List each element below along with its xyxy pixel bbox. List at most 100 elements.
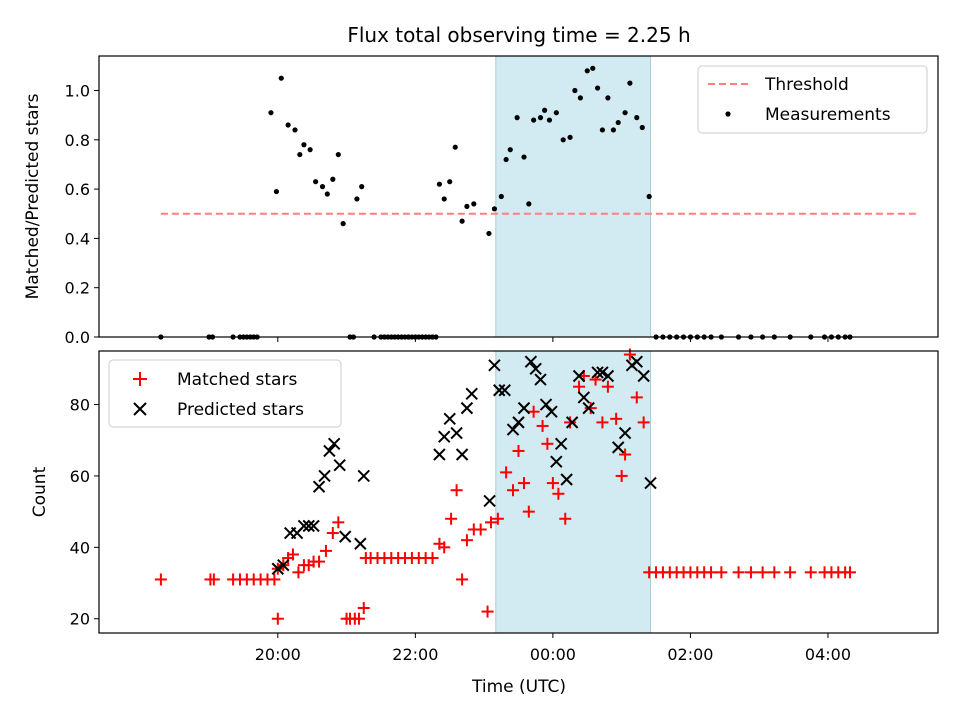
matched-star-point	[271, 612, 284, 625]
predicted-star-stroke-b	[539, 398, 553, 411]
predicted-star-point	[433, 448, 446, 461]
predicted-star-point	[596, 366, 609, 379]
predicted-star-point	[488, 359, 501, 372]
y-ticks-top: 0.0 0.2 0.4 0.6 0.8 1.0	[65, 82, 99, 347]
matched-star-point	[559, 512, 572, 525]
measurement-point	[486, 230, 492, 237]
predicted-star-stroke-b	[338, 530, 352, 543]
predicted-star-point	[465, 387, 478, 401]
predicted-star-point	[560, 473, 573, 486]
measurement-point	[330, 176, 336, 182]
y-tick-label-top: 0.2	[65, 279, 90, 298]
chart-title: Flux total observing time = 2.25 h	[347, 23, 690, 47]
observing-window-shade-top	[495, 55, 652, 338]
measurement-point	[572, 87, 578, 94]
measurement-point	[307, 147, 313, 153]
predicted-star-point	[572, 369, 586, 383]
y-tick-label-top: 0.6	[65, 180, 90, 199]
predicted-star-stroke-b	[572, 369, 586, 383]
matched-star-point	[573, 380, 586, 393]
predicted-star-stroke-b	[460, 401, 474, 415]
matched-star-point	[474, 523, 487, 536]
measurement-point	[546, 117, 553, 123]
legend-threshold-label: Threshold	[764, 75, 849, 95]
matched-star-point	[445, 512, 458, 525]
matched-star-point	[481, 605, 494, 618]
matched-star-point	[705, 566, 718, 579]
measurement-point	[324, 191, 330, 197]
predicted-star-stroke-b	[297, 519, 311, 533]
matched-star-point	[536, 419, 549, 432]
predicted-star-point	[524, 355, 538, 368]
measurement-point	[622, 110, 628, 116]
predicted-star-stroke-b	[323, 444, 336, 458]
measurement-point	[340, 221, 346, 227]
y-tick-label-top: 0.0	[65, 328, 90, 347]
measurement-point	[491, 206, 498, 212]
matched-star-point	[564, 416, 577, 429]
measurement-point	[273, 188, 280, 195]
legend-bottom: Matched stars Predicted stars	[108, 359, 342, 428]
predicted-star-stroke-b	[534, 373, 547, 386]
matched-star-point	[756, 566, 769, 579]
legend-box-top	[697, 65, 928, 134]
matched-star-point	[619, 448, 632, 461]
predicted-star-point	[307, 519, 320, 533]
predicted-star-point	[297, 519, 311, 533]
matched-star-point	[500, 466, 513, 479]
x-tick-label: 04:00	[805, 645, 851, 664]
measurement-point	[537, 115, 544, 121]
matched-star-point	[154, 573, 167, 586]
matched-star-point	[512, 444, 525, 457]
predicted-star-point	[630, 355, 643, 368]
predicted-star-point	[618, 426, 632, 440]
matched-star-point	[610, 412, 623, 425]
predicted-star-point	[644, 476, 657, 490]
axes-frame-bottom	[98, 350, 939, 634]
measurement-point	[452, 144, 458, 150]
measurement-point	[646, 193, 652, 200]
matched-star-point	[450, 484, 463, 497]
predicted-star-stroke-b	[601, 369, 615, 383]
matched-star-point	[552, 487, 565, 500]
legend-top: Threshold Measurements	[697, 65, 928, 134]
matched-star-point	[352, 612, 365, 625]
measurement-point	[526, 201, 532, 207]
bottom-panel: 20 40 60 80 20:00 22:00 00:00 02:00 04:00 Count…	[30, 348, 939, 697]
predicted-star-stroke-b	[438, 430, 451, 443]
predicted-star-stroke-b	[506, 423, 520, 436]
matched-star-point	[484, 516, 497, 529]
predicted-star-stroke-b	[560, 473, 573, 486]
predicted-star-stroke-b	[483, 494, 496, 508]
predicted-star-point	[302, 519, 315, 533]
predicted-star-point	[612, 441, 625, 454]
predicted-star-point	[529, 362, 542, 376]
predicted-star-stroke-b	[565, 416, 579, 429]
x-tick-label: 22:00	[392, 645, 438, 664]
predicted-star-stroke-b	[455, 448, 469, 461]
measurement-point	[354, 196, 360, 202]
matched-star-point	[268, 573, 281, 586]
y-tick-label-bottom: 80	[70, 396, 90, 415]
predicted-star-point	[438, 430, 451, 443]
matched-star-point	[541, 437, 554, 450]
matched-star-point	[332, 516, 345, 529]
predicted-star-stroke-b	[529, 362, 542, 376]
measurement-point	[335, 151, 341, 158]
measurement-point	[319, 184, 326, 190]
predicted-star-stroke-b	[302, 519, 315, 533]
measurement-point	[359, 184, 365, 190]
measurement-point	[521, 154, 527, 160]
matched-star-point	[522, 505, 535, 518]
predicted-star-point	[338, 530, 352, 543]
legend-box-bottom	[108, 359, 342, 428]
matched-star-point	[357, 602, 370, 615]
predicted-star-stroke-b	[318, 469, 331, 483]
measurement-point	[584, 68, 590, 74]
predicted-star-point	[591, 366, 604, 379]
measurement-point	[634, 115, 640, 121]
measurement-point	[459, 218, 465, 224]
measurement-point	[577, 95, 583, 101]
predicted-star-stroke-b	[591, 366, 604, 379]
